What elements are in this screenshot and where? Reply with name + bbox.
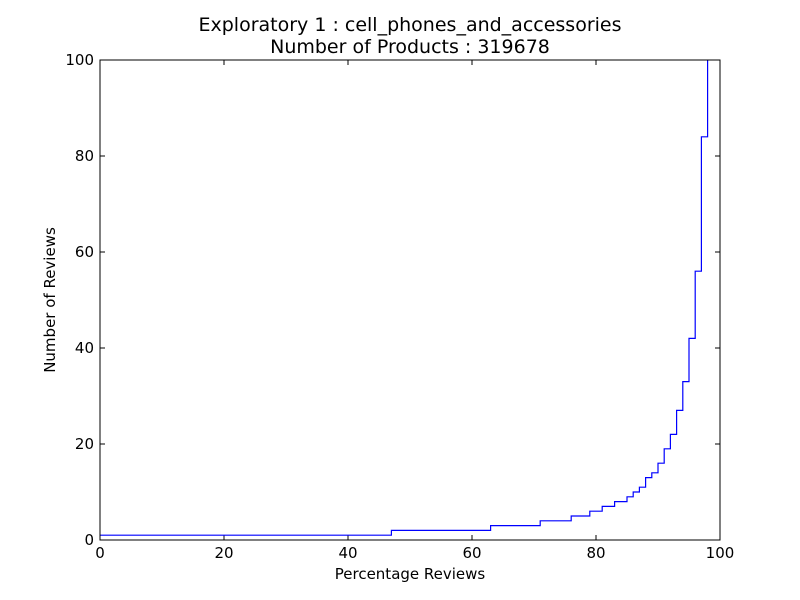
y-tick-label: 40 <box>75 339 94 357</box>
plot-frame <box>99 59 721 541</box>
y-axis-label: Number of Reviews <box>41 227 59 373</box>
y-tick-label: 60 <box>75 243 94 261</box>
y-tick-label: 0 <box>84 531 94 549</box>
x-tick-label: 40 <box>338 544 357 562</box>
x-tick-label: 80 <box>586 544 605 562</box>
x-tick-label: 60 <box>462 544 481 562</box>
x-axis-label: Percentage Reviews <box>335 565 486 583</box>
series-step-line <box>100 60 709 536</box>
chart-subtitle: Number of Products : 319678 <box>270 36 550 58</box>
x-tick-label: 20 <box>214 544 233 562</box>
plot-layer <box>100 60 709 536</box>
y-tick-label: 100 <box>65 51 94 69</box>
y-tick-label: 80 <box>75 147 94 165</box>
chart-title: Exploratory 1 : cell_phones_and_accessor… <box>198 14 621 36</box>
ticks-layer: 0 20 40 60 80 100 0 20 40 60 80 100 <box>65 51 734 562</box>
x-tick-label: 100 <box>706 544 735 562</box>
y-tick-label: 20 <box>75 435 94 453</box>
x-tick-label: 0 <box>95 544 105 562</box>
